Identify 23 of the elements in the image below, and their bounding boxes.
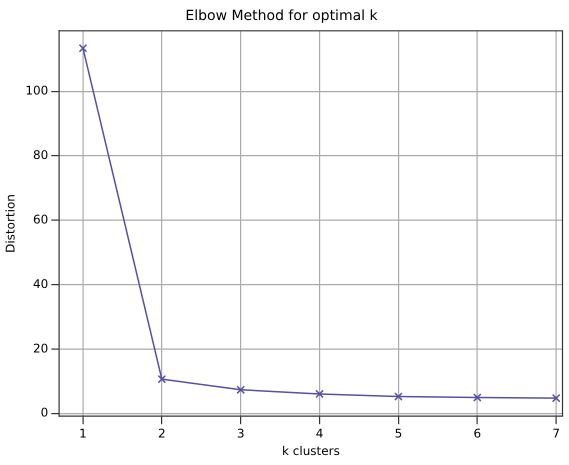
x-tick-label: 7 bbox=[552, 426, 560, 441]
x-tick-label: 2 bbox=[158, 426, 166, 441]
y-tick-label: 0 bbox=[40, 406, 48, 420]
point bbox=[552, 394, 560, 402]
y-tick-label: 40 bbox=[33, 276, 48, 291]
x-axis-title: k clusters bbox=[282, 444, 340, 458]
point bbox=[236, 385, 245, 394]
chart-title: Elbow Method for optimal k bbox=[185, 8, 379, 24]
y-tick-label: 20 bbox=[33, 341, 48, 356]
y-tick-label: 100 bbox=[25, 84, 48, 98]
point bbox=[394, 392, 403, 401]
x-tick-label: 5 bbox=[394, 426, 402, 441]
point bbox=[78, 44, 88, 52]
x-tick-label: 3 bbox=[236, 426, 245, 441]
point bbox=[315, 390, 324, 398]
x-tick-label: 4 bbox=[316, 426, 324, 441]
point bbox=[473, 393, 482, 402]
x-tick-label: 6 bbox=[474, 426, 482, 441]
y-tick-label: 80 bbox=[33, 148, 48, 162]
y-tick-label: 60 bbox=[33, 212, 48, 226]
x-tick-label: 1 bbox=[79, 426, 87, 441]
point bbox=[158, 374, 166, 384]
y-axis-title: Distortion bbox=[3, 194, 18, 253]
